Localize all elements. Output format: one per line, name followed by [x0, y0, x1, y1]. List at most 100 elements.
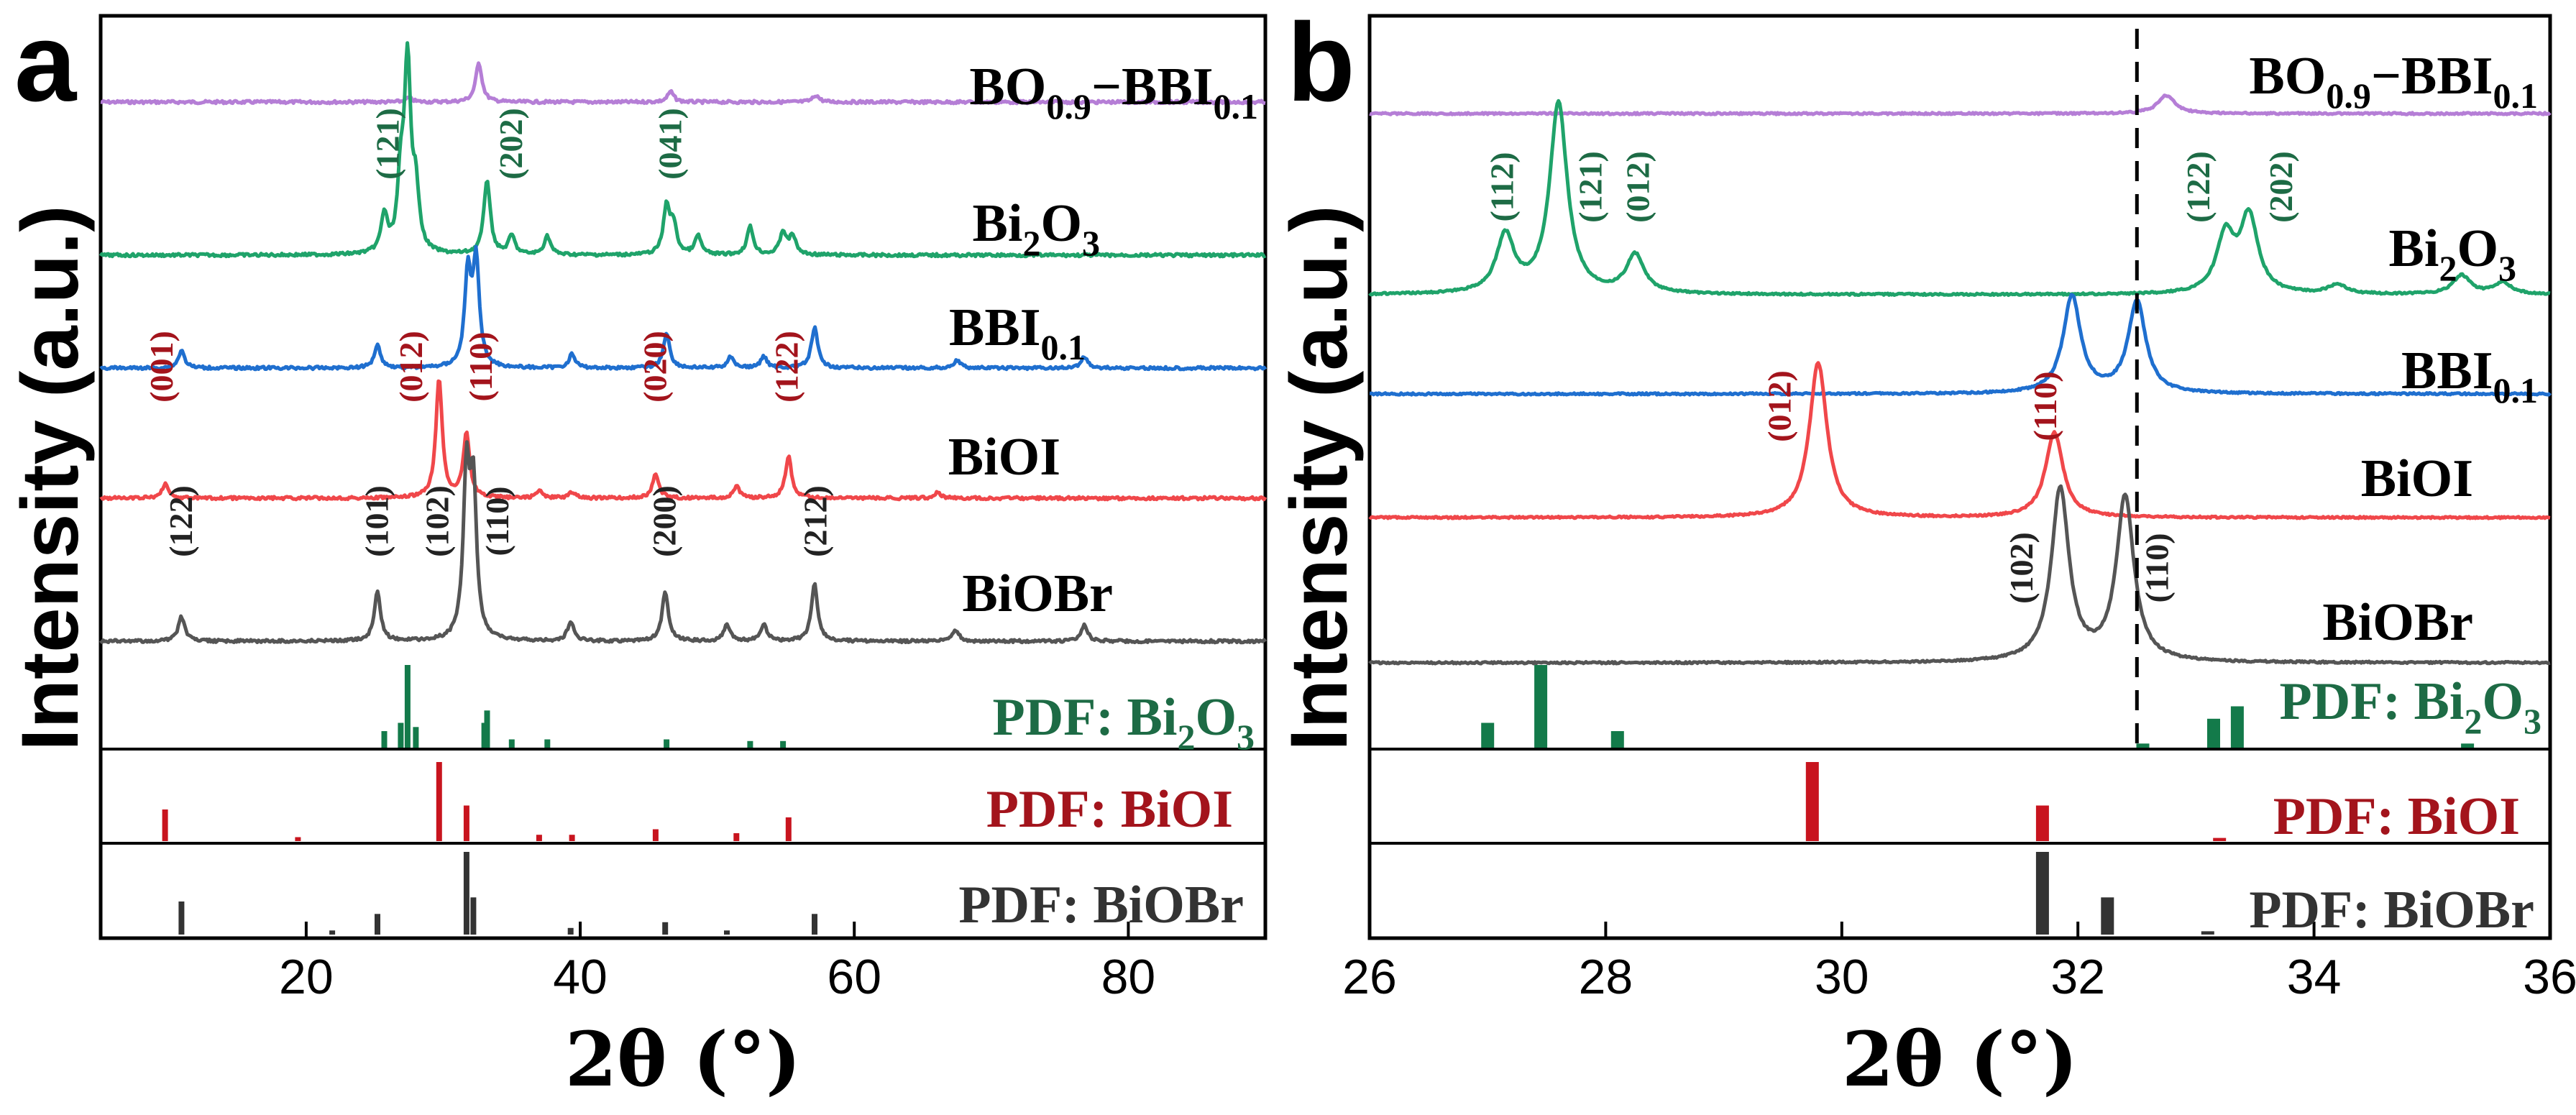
- label-a-bi2o3: Bi2O3: [973, 194, 1100, 263]
- hkl-label-a: (122): [162, 485, 199, 557]
- ref-bar-b-pdf_BiOI-0: [1805, 762, 1819, 841]
- panel-b-hkl-labels: (112) (121) (012) (122) (202) (012) (110) (102)…: [1483, 151, 2299, 604]
- ref-bar-a-pdf_Bi2O3-9: [747, 740, 753, 748]
- hkl-label-b: (012): [1761, 370, 1797, 442]
- ref-bar-a-pdf_BiOBr-0: [178, 901, 185, 935]
- label-b-biobr: BiOBr: [2322, 593, 2473, 652]
- series-line-b-BBI01: [1369, 293, 2552, 397]
- hkl-label-a: (121): [370, 108, 406, 180]
- x-tick-label-b: 36: [2523, 950, 2576, 1004]
- hkl-label-b: (110): [2139, 533, 2176, 602]
- label-a-composite: BO0.9−BBI0.1: [969, 58, 1258, 127]
- panel-b-x-ticks: 26 28 30 32 34 36: [1342, 922, 2576, 1004]
- hkl-label-a: (212): [797, 485, 833, 557]
- hkl-label-a: (020): [636, 331, 673, 403]
- ref-bar-b-pdf_BiOI-1: [2035, 805, 2049, 841]
- hkl-label-b: (110): [2027, 371, 2063, 441]
- ref-bar-a-pdf_Bi2O3-7: [544, 739, 551, 748]
- ref-bar-a-pdf_BiOI-4: [536, 835, 542, 841]
- ref-bar-b-pdf_Bi2O3-6: [2461, 743, 2475, 748]
- label-b-bi2o3: Bi2O3: [2389, 219, 2516, 288]
- series-line-b-Bi2O3: [1368, 98, 2551, 298]
- hkl-label-a: (012): [393, 331, 429, 403]
- label-b-pdf-biobr: PDF: BiOBr: [2249, 881, 2534, 940]
- hkl-label-b: (121): [1572, 151, 1609, 223]
- ref-bar-a-pdf_BiOI-2: [436, 762, 442, 841]
- x-tick-label-b: 28: [1579, 950, 1633, 1004]
- panel-a-letter: a: [14, 0, 78, 124]
- panel-b: 26 28 30 32 34 36 (112) (121) (012) (122) (202) (0…: [1274, 0, 2576, 1103]
- ref-bar-b-pdf_Bi2O3-5: [2230, 706, 2244, 748]
- x-tick-label-b: 30: [1815, 950, 1869, 1004]
- series-line-b-BiOI: [1368, 361, 2551, 520]
- x-tick-label-b: 34: [2287, 950, 2342, 1004]
- panel-b-xlabel: 2θ (°): [1842, 1015, 2078, 1103]
- x-tick-label-b: 32: [2050, 950, 2105, 1004]
- ref-bar-a-pdf_BiOI-0: [162, 809, 168, 841]
- ref-bar-a-pdf_Bi2O3-1: [398, 722, 404, 748]
- series-line-b-BO09_BBI01: [1369, 93, 2552, 116]
- hkl-label-a: (101): [358, 485, 395, 557]
- hkl-label-b: (102): [2003, 532, 2040, 604]
- hkl-label-a: (202): [492, 108, 529, 180]
- hkl-label-b: (202): [2263, 151, 2299, 223]
- ref-bar-b-pdf_Bi2O3-0: [1481, 722, 1495, 748]
- panel-b-series: [1368, 93, 2552, 666]
- ref-bar-b-pdf_BiOBr-0: [2035, 852, 2049, 935]
- series-line-a-Bi2O3: [98, 41, 1267, 259]
- ref-bar-a-pdf_BiOI-6: [652, 829, 659, 841]
- ref-bar-a-pdf_Bi2O3-6: [508, 739, 515, 748]
- panel-a-ylabel: Intensity (a.u.): [5, 205, 95, 751]
- ref-bar-a-pdf_BiOBr-2: [375, 914, 380, 935]
- x-tick-label-a: 20: [279, 950, 334, 1004]
- ref-bar-a-pdf_Bi2O3-8: [664, 739, 670, 748]
- ref-bar-a-pdf_BiOI-3: [463, 805, 469, 841]
- label-b-pdf-bioi: PDF: BiOI: [2273, 787, 2520, 846]
- label-a-pdf-biobr: PDF: BiOBr: [958, 876, 1244, 935]
- hkl-label-b: (112): [1483, 152, 1520, 221]
- series-line-a-BiOI: [99, 379, 1268, 502]
- ref-bar-a-pdf_Bi2O3-10: [780, 740, 787, 748]
- hkl-label-b: (122): [2180, 151, 2217, 223]
- ref-bar-b-pdf_BiOBr-2: [2201, 931, 2214, 935]
- ref-bar-b-pdf_Bi2O3-2: [1610, 731, 1624, 748]
- label-a-bbi01: BBI0.1: [949, 298, 1086, 367]
- ref-bar-a-pdf_BiOI-1: [295, 837, 301, 841]
- panel-a: 20 40 60 80 (121) (202) (041)(001) (012) (110)(…: [5, 0, 1268, 1103]
- panel-b-frame: [1367, 14, 2552, 940]
- series-line-b-BiOBr: [1368, 484, 2551, 666]
- panel-a-xlabel: 2θ (°): [565, 1015, 801, 1103]
- label-b-composite: BO0.9−BBI0.1: [2249, 47, 2538, 116]
- ref-bar-a-pdf_BiOBr-3: [463, 852, 469, 935]
- panel-a-frame: [98, 14, 1268, 940]
- series-line-a-BiOBr: [99, 440, 1268, 645]
- ref-bar-a-pdf_BiOBr-8: [812, 914, 817, 935]
- hkl-label-a: (122): [768, 331, 805, 403]
- hkl-label-a: (110): [479, 486, 515, 556]
- series-line-a-BBI01: [99, 244, 1268, 372]
- x-tick-label-a: 40: [553, 950, 608, 1004]
- ref-bar-a-pdf_Bi2O3-0: [381, 731, 388, 748]
- ref-bar-a-pdf_BiOBr-5: [567, 927, 574, 935]
- hkl-label-a: (041): [651, 108, 688, 180]
- label-b-bbi01: BBI0.1: [2401, 341, 2538, 410]
- panel-b-reference-bars: [1481, 665, 2475, 935]
- label-a-biobr: BiOBr: [962, 564, 1113, 623]
- hkl-label-a: (200): [646, 485, 683, 557]
- x-tick-label-a: 80: [1101, 950, 1156, 1004]
- label-a-pdf-bi2o3: PDF: Bi2O3: [993, 688, 1255, 757]
- ref-bar-b-pdf_Bi2O3-4: [2207, 718, 2220, 748]
- ref-bar-b-pdf_Bi2O3-1: [1534, 665, 1548, 748]
- x-tick-label-a: 60: [827, 950, 881, 1004]
- ref-bar-a-pdf_Bi2O3-3: [413, 727, 419, 748]
- series-line-a-BO09_BBI01: [100, 61, 1266, 106]
- ref-bar-b-pdf_Bi2O3-3: [2136, 743, 2150, 748]
- ref-bar-a-pdf_BiOBr-1: [329, 930, 336, 935]
- ref-bar-a-pdf_BiOBr-6: [662, 922, 669, 935]
- ref-bar-a-pdf_Bi2O3-2: [404, 665, 411, 748]
- ref-bar-a-pdf_BiOI-7: [733, 833, 740, 841]
- panel-a-x-ticks: 20 40 60 80: [279, 922, 1155, 1004]
- ref-bar-a-pdf_BiOI-5: [569, 835, 575, 841]
- label-b-bioi: BiOI: [2361, 449, 2473, 508]
